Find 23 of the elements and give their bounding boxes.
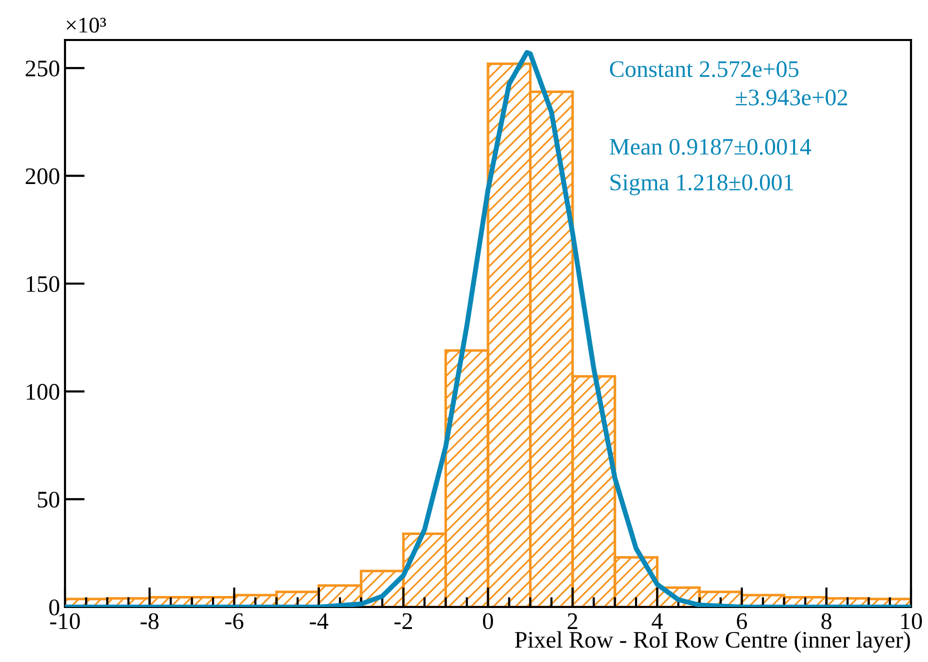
annotation: Constant 2.572e+05 <box>610 61 798 78</box>
y-tick-label: 250 <box>26 60 60 76</box>
x-tick-label: -6 <box>225 613 244 630</box>
y-tick-label: 50 <box>38 492 60 508</box>
annotation: ±3.943e+02 <box>736 90 848 106</box>
x-tick-label: -8 <box>140 613 159 630</box>
text: ×10³ <box>66 18 106 33</box>
x-tick-label: 8 <box>821 613 832 630</box>
x-tick-label: -4 <box>310 613 328 629</box>
y-tick-label: 100 <box>26 384 60 400</box>
x-tick-label: -10 <box>50 613 80 630</box>
annotation: Sigma 1.218±0.001 <box>610 174 794 196</box>
y-tick-label: 200 <box>26 168 60 184</box>
x-tick-label: 10 <box>901 613 922 630</box>
y-tick-label: 0 <box>49 599 60 616</box>
x-tick-label: 4 <box>652 613 663 629</box>
y-tick-label: 150 <box>26 276 60 292</box>
x-axis-title: Pixel Row - RoI Row Centre (inner layer) <box>514 631 910 653</box>
x-tick-label: 2 <box>568 613 578 629</box>
x-tick-label: 0 <box>482 613 494 630</box>
x-tick-label: -2 <box>394 613 412 629</box>
x-tick-label: 6 <box>736 613 747 630</box>
annotation: Mean 0.9187±0.0014 <box>610 138 812 155</box>
